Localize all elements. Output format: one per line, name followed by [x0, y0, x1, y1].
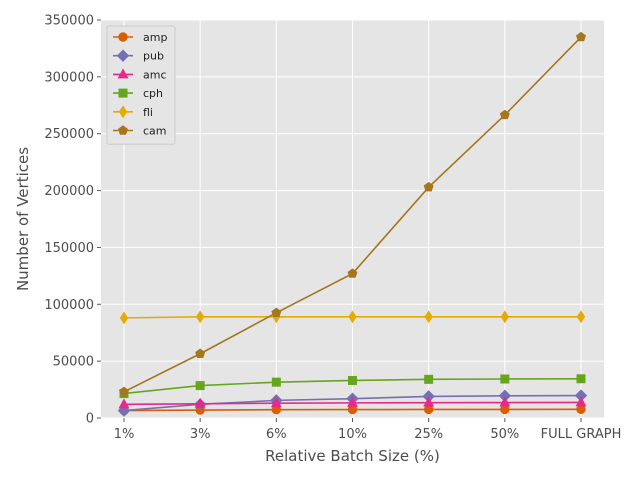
legend-label: fli [143, 106, 153, 119]
data-point-amc [575, 396, 587, 407]
legend-item-amc: amc [113, 68, 167, 81]
x-tick-label: 50% [490, 427, 519, 442]
y-axis-ticks: 0 50000 100000 150000 200000 250000 300000 3500… [44, 14, 101, 427]
data-point-fli [576, 310, 586, 324]
x-axis-label: Relative Batch Size (%) [265, 447, 440, 465]
data-point-fli [348, 310, 357, 324]
legend-marker [118, 105, 128, 119]
data-point-fli [424, 310, 433, 324]
y-tick-label: 100000 [44, 298, 94, 313]
legend-item-amp: amp [113, 31, 167, 44]
data-point-amc [499, 396, 511, 407]
data-point-fli [195, 310, 205, 324]
legend-marker [118, 32, 128, 42]
legend-label: cph [143, 87, 163, 100]
x-axis-ticks: 1% 3% 6% 10% 25% 50% FULL GRAPH [114, 418, 622, 442]
data-point-cam [271, 307, 282, 318]
y-tick-label: 50000 [53, 355, 94, 370]
data-point-cph [424, 374, 434, 384]
data-point-cam [423, 181, 434, 192]
data-point-cam [576, 31, 586, 42]
legend-marker [116, 49, 130, 62]
legend-label: amp [143, 31, 167, 44]
series-cam [119, 31, 586, 397]
y-tick-label: 250000 [44, 127, 94, 142]
data-point-amc [423, 396, 435, 407]
series-fli [119, 310, 586, 325]
data-point-amc [194, 397, 206, 408]
data-point-amc [118, 398, 130, 409]
x-tick-label: 1% [114, 427, 135, 442]
legend-item-cph: cph [113, 87, 163, 100]
data-point-cph [271, 377, 281, 387]
legend: amp pub amc cph fli cam [106, 25, 176, 145]
legend-marker [118, 88, 128, 98]
data-point-cph [500, 374, 510, 384]
series-amc [118, 396, 587, 409]
legend-marker [117, 68, 129, 79]
data-point-cph [348, 375, 357, 385]
series-layer [117, 31, 588, 417]
data-point-cph [195, 381, 205, 391]
legend-marker [118, 125, 128, 135]
data-point-cam [347, 268, 358, 278]
y-tick-label: 350000 [44, 14, 94, 29]
data-point-cam [195, 348, 206, 358]
legend-label: pub [143, 50, 164, 63]
data-point-fli [119, 311, 129, 325]
y-tick-label: 0 [86, 412, 94, 427]
data-point-cam [119, 386, 129, 397]
x-tick-label: FULL GRAPH [541, 427, 622, 442]
y-tick-label: 200000 [44, 184, 94, 199]
data-point-amc [347, 396, 358, 407]
data-point-amc [270, 397, 282, 408]
x-tick-label: 3% [190, 427, 211, 442]
x-tick-label: 25% [414, 427, 443, 442]
legend-item-fli: fli [113, 105, 153, 119]
legend-label: amc [143, 68, 167, 81]
legend-label: cam [143, 125, 167, 138]
legend-item-cam: cam [113, 125, 167, 138]
data-point-cph [576, 374, 586, 384]
x-tick-label: 10% [338, 427, 367, 442]
y-tick-label: 300000 [44, 70, 94, 85]
x-tick-label: 6% [266, 427, 287, 442]
y-axis-label: Number of Vertices [14, 147, 32, 291]
data-point-cam [499, 109, 510, 120]
data-point-fli [500, 310, 510, 324]
y-tick-label: 150000 [44, 241, 94, 256]
legend-item-pub: pub [113, 49, 164, 63]
